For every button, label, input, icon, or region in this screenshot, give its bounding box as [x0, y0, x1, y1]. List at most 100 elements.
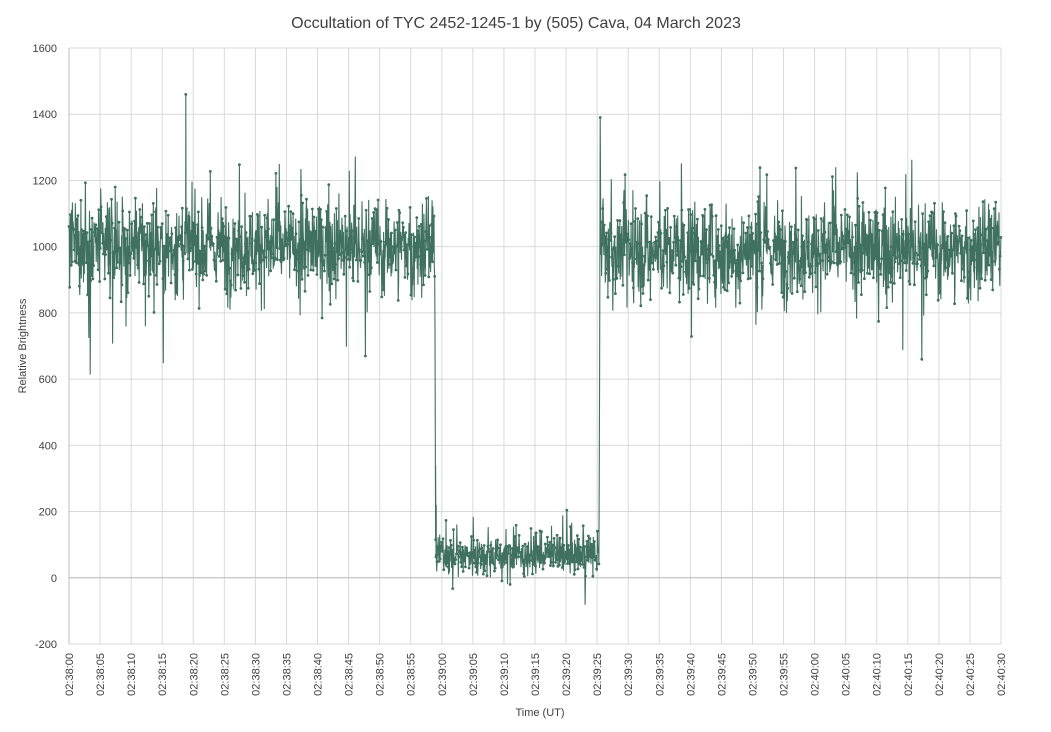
data-point — [897, 248, 901, 252]
data-point — [649, 298, 652, 301]
data-point — [546, 535, 549, 539]
data-point — [908, 282, 912, 286]
data-point — [609, 231, 613, 235]
data-point — [512, 548, 516, 552]
data-point — [646, 278, 650, 282]
data-point — [198, 268, 202, 272]
data-point — [139, 215, 143, 219]
data-point — [585, 540, 589, 543]
data-point — [359, 259, 363, 262]
data-point — [866, 271, 869, 275]
data-point — [945, 258, 948, 262]
data-point — [872, 243, 876, 247]
data-point — [584, 574, 587, 578]
data-point — [190, 246, 194, 250]
data-point — [910, 244, 914, 248]
data-point — [951, 271, 954, 275]
data-point — [119, 246, 122, 250]
data-point — [971, 258, 974, 262]
data-point — [112, 276, 116, 280]
data-point — [625, 235, 629, 239]
data-point — [611, 278, 615, 281]
data-point — [412, 245, 416, 248]
data-point — [726, 235, 730, 239]
data-point — [999, 236, 1003, 239]
data-point — [549, 560, 553, 564]
data-point — [602, 223, 606, 227]
data-point — [633, 220, 637, 223]
data-point — [953, 302, 956, 306]
data-point — [781, 209, 784, 213]
data-point — [331, 246, 334, 250]
x-tick-label: 02:40:00 — [810, 653, 822, 696]
data-point — [364, 354, 367, 358]
data-point — [76, 214, 80, 218]
data-point — [796, 228, 800, 232]
data-point — [81, 260, 84, 264]
data-point — [167, 242, 171, 246]
data-point — [370, 217, 374, 220]
data-point — [268, 240, 272, 244]
data-point — [555, 533, 559, 537]
data-point — [425, 197, 428, 200]
data-point — [427, 275, 431, 279]
data-point — [713, 259, 717, 263]
data-point — [381, 288, 385, 292]
data-point — [717, 244, 721, 247]
data-point — [975, 266, 979, 269]
data-point — [386, 229, 390, 233]
data-point — [907, 232, 910, 236]
data-point — [774, 258, 778, 262]
data-point — [408, 240, 411, 244]
data-point — [648, 240, 652, 244]
data-point — [530, 559, 534, 562]
data-point — [581, 524, 585, 528]
data-point — [578, 545, 582, 549]
data-point — [440, 550, 444, 553]
data-point — [625, 232, 628, 236]
data-point — [871, 267, 874, 271]
data-point — [810, 242, 813, 246]
data-point — [858, 243, 862, 247]
data-point — [639, 304, 643, 308]
data-point — [397, 208, 401, 212]
data-point — [809, 272, 813, 275]
data-point — [851, 235, 854, 239]
data-point — [784, 270, 788, 273]
data-point — [110, 221, 114, 225]
data-point — [304, 265, 308, 269]
data-point — [724, 234, 728, 238]
data-point — [698, 256, 702, 259]
data-point — [877, 228, 881, 232]
data-point — [403, 276, 407, 279]
data-point — [161, 277, 165, 280]
data-point — [591, 574, 595, 578]
data-point — [422, 283, 425, 287]
data-point — [979, 242, 983, 246]
data-point — [792, 251, 795, 255]
data-point — [640, 222, 643, 226]
data-point — [519, 555, 522, 558]
data-point — [601, 207, 605, 211]
data-point — [943, 221, 947, 225]
data-point — [541, 567, 545, 571]
data-point — [675, 225, 678, 229]
data-point — [303, 289, 307, 293]
data-point — [543, 561, 546, 565]
data-point — [762, 238, 766, 242]
data-point — [499, 558, 503, 562]
data-point — [393, 228, 397, 232]
data-point — [271, 252, 275, 256]
data-point — [291, 212, 295, 216]
data-point — [836, 263, 839, 267]
data-point — [493, 566, 497, 570]
data-point — [305, 248, 309, 252]
data-point — [398, 211, 402, 215]
data-point — [353, 215, 357, 219]
data-point — [99, 205, 103, 209]
y-tick-label: 400 — [39, 440, 57, 452]
data-point — [737, 255, 740, 259]
data-point — [540, 554, 544, 558]
data-point — [325, 210, 328, 213]
data-point — [327, 183, 331, 187]
